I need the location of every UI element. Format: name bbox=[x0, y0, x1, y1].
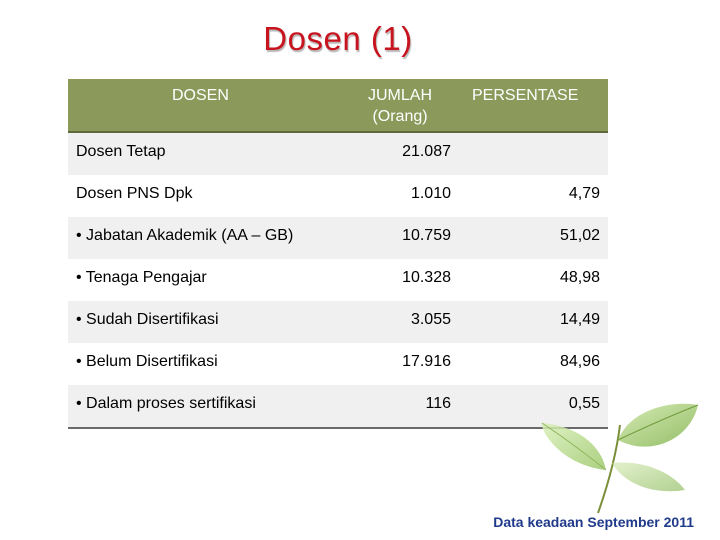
row-count: 21.087 bbox=[402, 143, 451, 160]
row-count: 10.759 bbox=[402, 227, 451, 244]
leaves-icon bbox=[541, 403, 699, 514]
row-percent: 0,55 bbox=[568, 395, 600, 412]
dosen-table: DOSEN JUMLAH (Orang) PERSENTASE Dosen Te… bbox=[68, 79, 608, 429]
row-label: • Sudah Disertifikasi bbox=[76, 311, 219, 328]
footnote: Data keadaan September 2011 bbox=[493, 514, 694, 530]
header-jumlah: JUMLAH (Orang) bbox=[354, 85, 446, 127]
table-row: • Sudah Disertifikasi 3.055 14,49 bbox=[68, 301, 608, 343]
row-percent: 14,49 bbox=[559, 311, 600, 328]
row-count: 10.328 bbox=[402, 269, 451, 286]
table-row: • Tenaga Pengajar 10.328 48,98 bbox=[68, 259, 608, 301]
table-header: DOSEN JUMLAH (Orang) PERSENTASE bbox=[68, 79, 608, 133]
row-label: Dosen Tetap bbox=[76, 143, 166, 160]
row-count: 17.916 bbox=[402, 353, 451, 370]
page-title: Dosen (1) bbox=[263, 20, 413, 57]
row-percent: 4,79 bbox=[568, 185, 600, 202]
row-count: 1.010 bbox=[410, 185, 451, 202]
row-percent: 84,96 bbox=[559, 353, 600, 370]
row-label: • Tenaga Pengajar bbox=[76, 269, 207, 286]
row-count: 3.055 bbox=[410, 311, 451, 328]
header-dosen: DOSEN bbox=[172, 87, 229, 104]
table-bottom-rule bbox=[68, 427, 608, 429]
table-row: Dosen PNS Dpk 1.010 4,79 bbox=[68, 175, 608, 217]
table-row: • Jabatan Akademik (AA – GB) 10.759 51,0… bbox=[68, 217, 608, 259]
row-percent: 48,98 bbox=[559, 269, 600, 286]
row-label: • Jabatan Akademik (AA – GB) bbox=[76, 227, 294, 244]
row-label: • Belum Disertifikasi bbox=[76, 353, 218, 370]
row-count: 116 bbox=[425, 395, 451, 412]
header-jumlah-line1: JUMLAH bbox=[367, 87, 432, 104]
row-label: Dosen PNS Dpk bbox=[76, 185, 193, 202]
header-jumlah-line2: (Orang) bbox=[372, 108, 428, 125]
header-persentase: PERSENTASE bbox=[472, 87, 579, 104]
table-row: • Belum Disertifikasi 17.916 84,96 bbox=[68, 343, 608, 385]
row-label: • Dalam proses sertifikasi bbox=[76, 395, 256, 412]
table-row: • Dalam proses sertifikasi 116 0,55 bbox=[68, 385, 608, 427]
row-percent: 51,02 bbox=[559, 227, 600, 244]
table-row: Dosen Tetap 21.087 bbox=[68, 133, 608, 175]
